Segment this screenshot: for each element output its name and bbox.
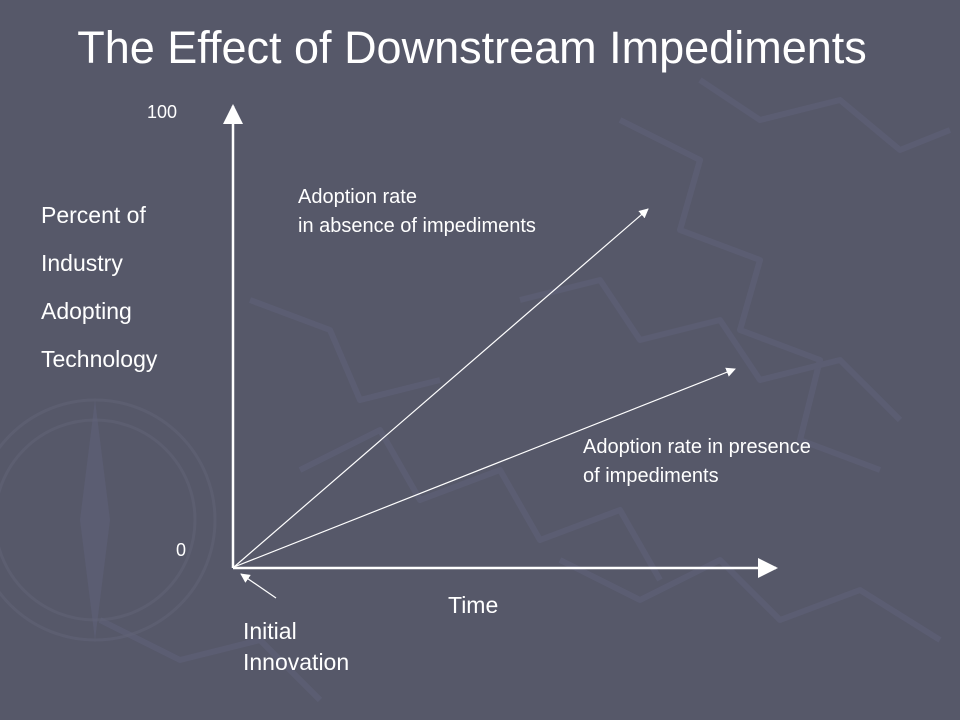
absence-line-label-line: in absence of impediments <box>298 215 536 237</box>
y-axis-bottom-tick: 0 <box>176 540 187 560</box>
y-axis-label-line: Adopting <box>41 298 132 324</box>
y-axis-top-tick: 100 <box>147 102 178 122</box>
slide-title: The Effect of Downstream Impediments <box>77 22 867 73</box>
y-axis-label-line: Industry <box>41 250 123 276</box>
initial-innovation-label-line: Innovation <box>243 649 350 675</box>
y-axis-label: Percent of Industry Adopting Technology <box>41 199 157 391</box>
presence-adoption-line <box>233 367 736 568</box>
y-axis-label-line: Percent of <box>41 202 146 228</box>
presence-line-label-line: of impediments <box>583 465 719 487</box>
presence-line-label: Adoption rate in presence of impediments <box>583 433 811 491</box>
x-axis-label: Time <box>448 592 499 618</box>
absence-line-label-line: Adoption rate <box>298 186 417 208</box>
presence-line-label-line: Adoption rate in presence <box>583 436 811 458</box>
initial-innovation-label: Initial Innovation <box>243 616 349 678</box>
y-axis-label-line: Technology <box>41 346 158 372</box>
initial-innovation-label-line: Initial <box>243 618 297 644</box>
initial-innovation-pointer <box>240 573 277 599</box>
absence-adoption-line <box>233 208 649 568</box>
absence-line-label: Adoption rate in absence of impediments <box>298 183 536 241</box>
